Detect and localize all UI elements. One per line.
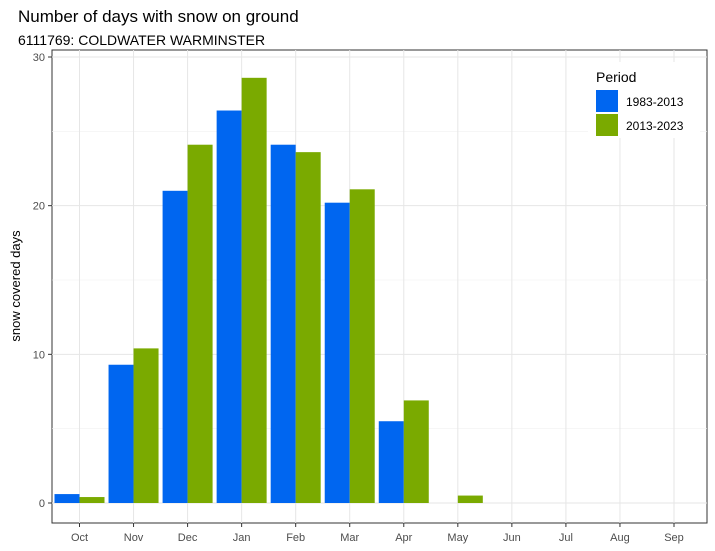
bar-2013-2023-Oct [79, 497, 105, 503]
x-tick-label: Jan [233, 532, 251, 544]
bar-2013-2023-Jan [241, 77, 267, 504]
bar-1983-2013-Dec [162, 190, 188, 504]
x-tick-label: Aug [610, 532, 630, 544]
bar-1983-2013-Jan [216, 110, 242, 504]
y-tick-label: 10 [33, 349, 45, 361]
legend-label-2013-2023: 2013-2023 [626, 119, 684, 133]
bar-2013-2023-Apr [403, 400, 429, 503]
x-tick-label: Sep [664, 532, 684, 544]
x-tick-label: Dec [178, 532, 198, 544]
bar-2013-2023-Feb [295, 152, 321, 503]
legend-swatch-1983-2013 [596, 90, 618, 112]
legend-label-1983-2013: 1983-2013 [626, 95, 684, 109]
x-tick-label: Nov [124, 532, 144, 544]
bar-1983-2013-Apr [378, 421, 404, 503]
bar-2013-2023-Dec [187, 144, 213, 504]
x-tick-label: Oct [71, 532, 88, 544]
chart-subtitle: 6111769: COLDWATER WARMINSTER [18, 32, 265, 48]
x-tick-label: Jun [503, 532, 521, 544]
x-axis: Oct Nov Dec Jan Feb Mar Apr May Jun Jul Aug Sep [71, 523, 684, 544]
legend: Period 1983-2013 2013-2023 [588, 62, 700, 138]
y-tick-label: 0 [39, 498, 45, 510]
bars [54, 77, 483, 504]
x-tick-label: Feb [286, 532, 305, 544]
y-tick-label: 20 [33, 201, 45, 213]
bar-1983-2013-Nov [108, 364, 134, 503]
bar-2013-2023-Mar [349, 189, 375, 503]
y-tick-label: 30 [33, 52, 45, 64]
bar-2013-2023-May [457, 495, 483, 503]
bar-1983-2013-Feb [270, 144, 296, 504]
x-tick-label: May [447, 532, 468, 544]
chart-title: Number of days with snow on ground [18, 7, 299, 26]
bar-1983-2013-Mar [324, 202, 350, 503]
bar-1983-2013-Oct [54, 494, 80, 503]
x-tick-label: Mar [340, 532, 359, 544]
x-tick-label: Apr [395, 532, 412, 544]
bar-2013-2023-Nov [133, 348, 159, 503]
y-axis-label: snow covered days [8, 230, 23, 342]
legend-title: Period [596, 69, 636, 85]
legend-swatch-2013-2023 [596, 114, 618, 136]
y-axis: 0 10 20 30 [33, 52, 52, 510]
x-tick-label: Jul [559, 532, 573, 544]
